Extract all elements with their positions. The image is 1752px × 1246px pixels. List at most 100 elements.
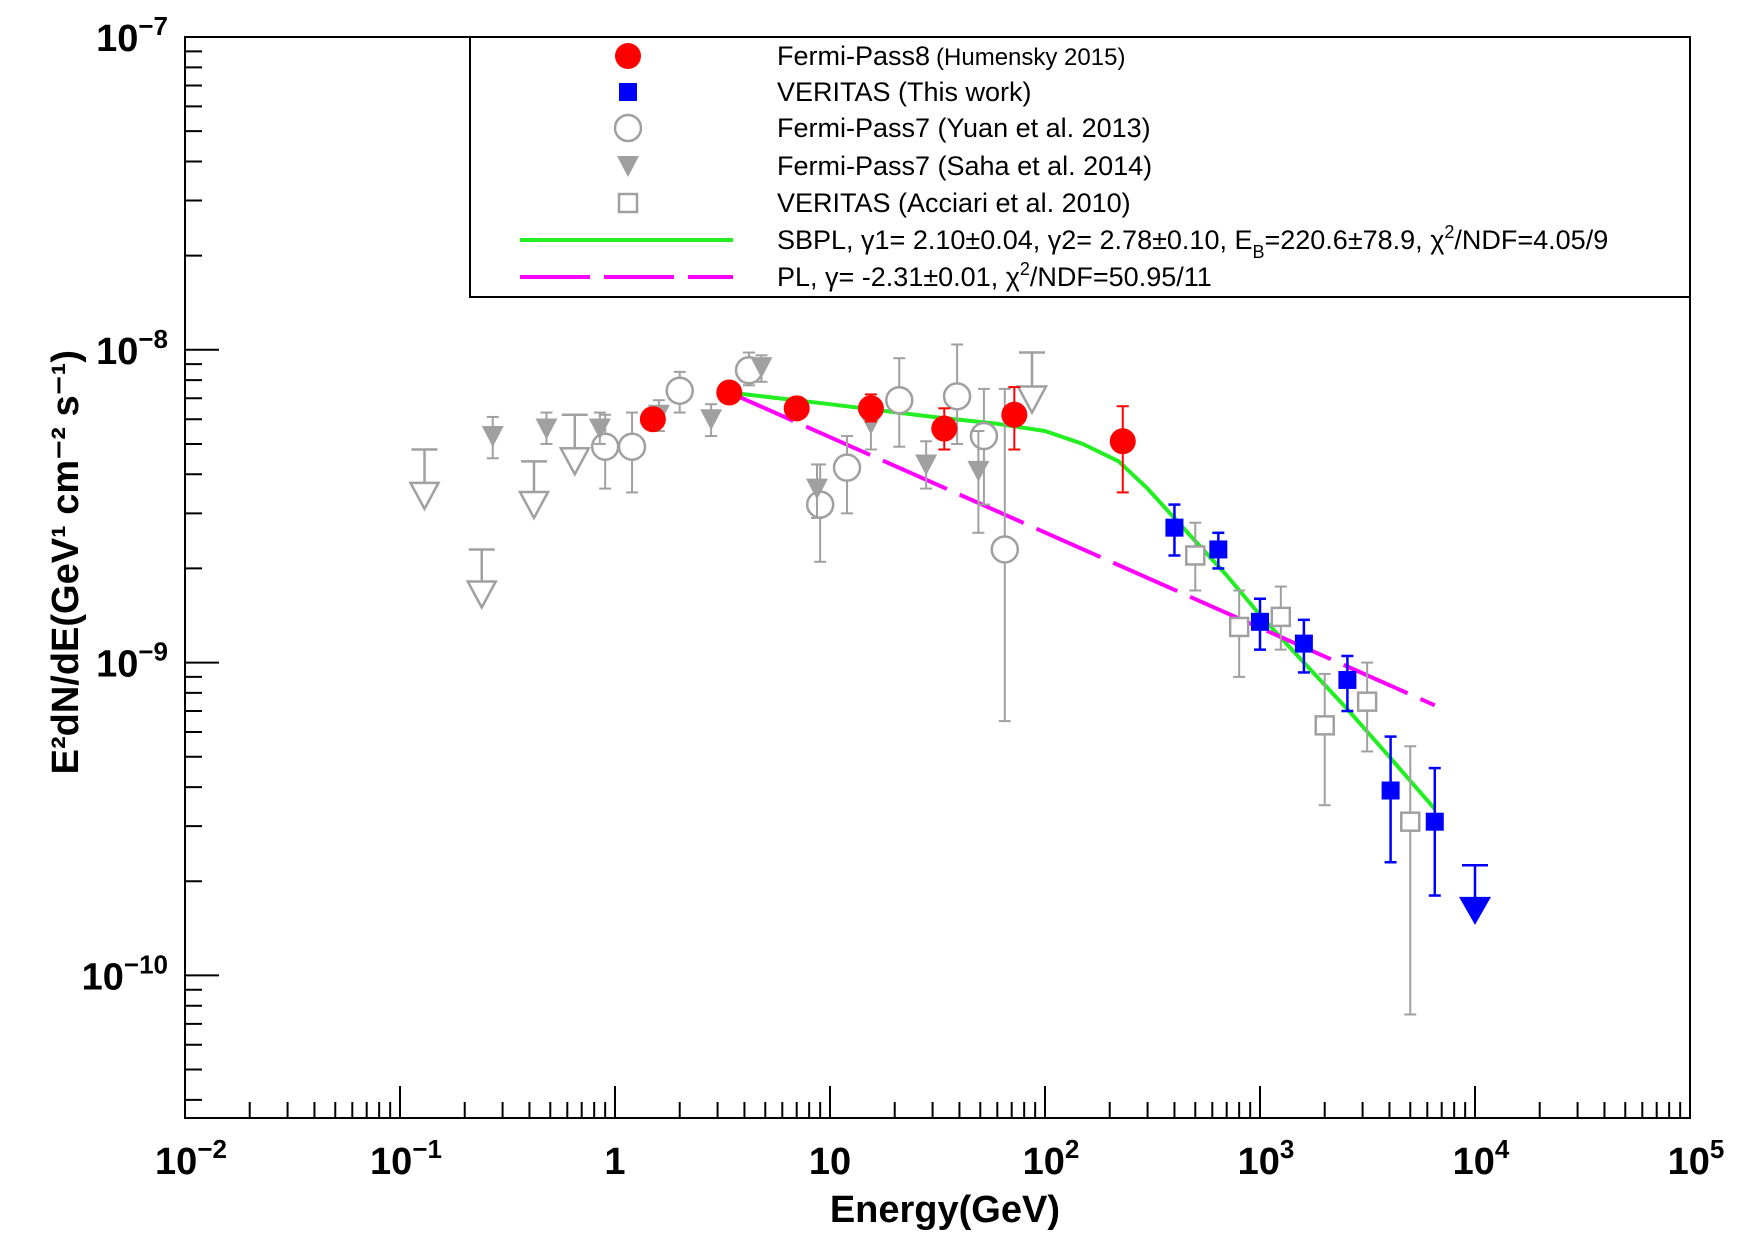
y-tick-label: 10−9 <box>96 637 168 686</box>
legend-label-end: /NDF=4.05/9 <box>1454 225 1608 255</box>
tick-label-exponent: 2 <box>1065 1134 1079 1164</box>
legend-label-main: VERITAS (This work) <box>777 77 1032 107</box>
legend: Fermi-Pass8 (Humensky 2015) VERITAS (This … <box>469 36 1691 298</box>
data-point <box>535 418 558 440</box>
tick-label-base: 10 <box>96 644 138 686</box>
y-tick-label: 10−8 <box>96 324 168 373</box>
tick-label-exponent: 3 <box>1280 1134 1294 1164</box>
tick-label-base: 10 <box>82 956 124 998</box>
tick-label-base: 10 <box>809 1141 851 1183</box>
legend-entry: VERITAS (Acciari et al. 2010) <box>617 188 1131 218</box>
legend-label-main: Fermi-Pass7 (Saha et al. 2014) <box>777 151 1152 181</box>
x-tick-label: 104 <box>1453 1134 1510 1183</box>
data-point <box>967 460 990 482</box>
data-point <box>857 395 884 422</box>
legend-label: Fermi-Pass8 (Humensky 2015) <box>777 41 1125 71</box>
legend-entry: VERITAS (This work) <box>619 77 1032 107</box>
data-point <box>1400 811 1421 832</box>
legend-label: SBPL, γ1= 2.10±0.04, γ2= 2.78±0.10, EB=2… <box>777 222 1608 262</box>
legend-marker <box>619 83 637 101</box>
data-point <box>665 376 694 405</box>
data-point <box>1356 691 1378 712</box>
data-point <box>1228 616 1250 638</box>
tick-label-exponent: −1 <box>412 1134 442 1164</box>
tick-label-base: 10 <box>370 1141 412 1183</box>
tick-label-exponent: 4 <box>1495 1134 1510 1164</box>
upper-limit-arrow <box>408 481 441 512</box>
tick-label-base: 10 <box>1453 1141 1495 1183</box>
data-point <box>1251 612 1269 631</box>
legend-entry: PL, γ= -2.31±0.01, χ2/NDF=50.95/11 <box>520 259 1212 292</box>
tick-label-base: 10 <box>1023 1141 1065 1183</box>
tick-label-base: 10 <box>1668 1141 1710 1183</box>
data-point <box>1294 634 1313 653</box>
legend-label-sub: B <box>1252 242 1264 262</box>
data-point <box>915 454 938 476</box>
tick-label-base: 10 <box>155 1141 197 1183</box>
axis-labels-layer: 10−2 10−1 1 10 102 103 104 10510−1010−910−810−7… <box>45 11 1724 1231</box>
data-point <box>700 409 723 431</box>
x-tick-label: 105 <box>1668 1134 1725 1183</box>
legend-label-main: Fermi-Pass7 (Yuan et al. 2013) <box>777 113 1151 143</box>
tick-label-exponent: −9 <box>138 637 168 667</box>
data-point <box>1425 812 1444 831</box>
data-point <box>617 432 647 461</box>
legend-label: VERITAS (This work) <box>777 77 1032 107</box>
legend-entry: Fermi-Pass7 (Yuan et al. 2013) <box>613 113 1151 143</box>
tick-label-exponent: −8 <box>138 324 168 354</box>
legend-entry: Fermi-Pass8 (Humensky 2015) <box>615 41 1125 71</box>
data-point <box>588 418 611 440</box>
tick-label-exponent: −10 <box>124 949 168 979</box>
data-point <box>805 478 828 500</box>
data-point <box>1381 781 1400 800</box>
data-point <box>1185 545 1206 566</box>
tick-label-exponent: 5 <box>1710 1134 1724 1164</box>
data-point <box>1109 428 1136 455</box>
legend-label-mid: =220.6±78.9, χ <box>1264 225 1444 255</box>
data-point <box>990 535 1020 564</box>
legend-label-main: VERITAS (Acciari et al. 2010) <box>777 188 1131 218</box>
data-point <box>832 453 862 482</box>
data-point <box>885 385 914 415</box>
data-point <box>1001 401 1028 428</box>
upper-limit-arrow <box>1459 896 1491 925</box>
y-axis-title: E²dN/dE(GeV¹ cm⁻² s⁻¹) <box>45 350 87 774</box>
data-point <box>1165 518 1184 537</box>
data-points-layer <box>408 343 1491 1016</box>
tick-label-base: 10 <box>96 18 138 60</box>
legend-label-main: PL, γ= -2.31±0.01, χ <box>777 262 1020 292</box>
data-point <box>1338 670 1357 689</box>
upper-limit-arrow <box>465 580 498 611</box>
upper-limit-arrow <box>517 490 551 521</box>
x-tick-label: 1 <box>604 1141 625 1183</box>
data-point <box>1270 606 1292 628</box>
tick-label-base: 10 <box>1238 1141 1280 1183</box>
legend-label: VERITAS (Acciari et al. 2010) <box>777 188 1131 218</box>
legend-entry: SBPL, γ1= 2.10±0.04, γ2= 2.78±0.10, EB=2… <box>520 222 1608 262</box>
legend-label-end: /NDF=50.95/11 <box>1030 262 1212 292</box>
legend-label-main: Fermi-Pass8 <box>777 41 930 71</box>
legend-label: PL, γ= -2.31±0.01, χ2/NDF=50.95/11 <box>777 259 1212 292</box>
legend-label-sup: 2 <box>1444 222 1454 242</box>
x-tick-label: 10−2 <box>155 1134 227 1183</box>
data-point <box>590 432 620 461</box>
data-point <box>750 357 773 379</box>
legend-label-small: (Humensky 2015) <box>936 44 1125 71</box>
data-point <box>783 395 810 422</box>
tick-label-base: 10 <box>96 331 138 373</box>
data-point <box>481 426 504 448</box>
data-point <box>942 382 972 411</box>
upper-limit-arrow <box>558 447 591 477</box>
y-tick-label: 10−7 <box>96 11 168 60</box>
data-point <box>969 421 999 451</box>
legend-marker <box>617 156 639 177</box>
tick-label-base: 1 <box>604 1141 625 1183</box>
data-point <box>1209 540 1228 559</box>
legend-entry: Fermi-Pass7 (Saha et al. 2014) <box>617 151 1152 181</box>
legend-label: Fermi-Pass7 (Saha et al. 2014) <box>777 151 1152 181</box>
y-tick-label: 10−10 <box>82 949 168 998</box>
x-tick-label: 10−1 <box>370 1134 442 1183</box>
data-point <box>639 406 666 433</box>
data-point <box>716 379 743 406</box>
